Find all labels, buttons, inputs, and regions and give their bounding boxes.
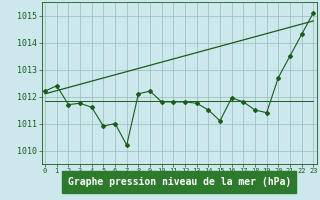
- X-axis label: Graphe pression niveau de la mer (hPa): Graphe pression niveau de la mer (hPa): [68, 177, 291, 187]
